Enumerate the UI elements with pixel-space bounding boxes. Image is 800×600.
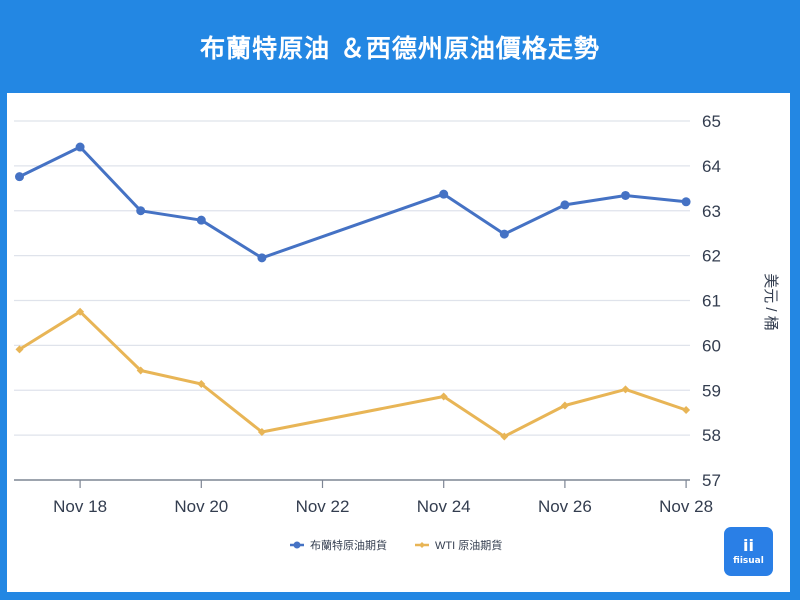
x-tick-label: Nov 28 bbox=[659, 497, 713, 516]
x-tick-label: Nov 20 bbox=[174, 497, 228, 516]
chart-header: 布蘭特原油 ＆西德州原油價格走勢 bbox=[0, 0, 800, 93]
data-point[interactable] bbox=[499, 229, 509, 239]
data-point[interactable] bbox=[76, 307, 85, 316]
data-point[interactable] bbox=[15, 172, 24, 182]
gridlines bbox=[14, 120, 690, 436]
data-point[interactable] bbox=[621, 190, 630, 200]
fiisual-logo-icon: ii bbox=[743, 535, 754, 555]
x-axis: Nov 18 Nov 20 Nov 22 Nov 24 Nov 26 Nov 28 bbox=[14, 479, 713, 516]
data-point[interactable] bbox=[136, 366, 145, 375]
fiisual-logo-text: fiisual bbox=[733, 555, 764, 566]
legend-diamond-icon bbox=[419, 542, 425, 548]
data-point[interactable] bbox=[136, 206, 146, 216]
data-point[interactable] bbox=[75, 142, 85, 152]
data-point[interactable] bbox=[560, 200, 570, 210]
series-line bbox=[18, 310, 687, 438]
series-line bbox=[18, 145, 687, 260]
y-tick-label: 58 bbox=[702, 426, 721, 445]
y-tick-label: 65 bbox=[702, 112, 721, 131]
x-tick-label: Nov 26 bbox=[538, 497, 592, 516]
legend-label: WTI 原油期貨 bbox=[435, 538, 502, 552]
y-axis-title: 美元 / 桶 bbox=[762, 273, 779, 331]
data-point[interactable] bbox=[439, 392, 448, 401]
data-point[interactable] bbox=[257, 427, 266, 436]
data-point[interactable] bbox=[621, 385, 630, 394]
data-point[interactable] bbox=[196, 215, 206, 225]
y-tick-label: 57 bbox=[702, 471, 721, 490]
data-point[interactable] bbox=[682, 405, 691, 414]
data-series bbox=[15, 142, 691, 441]
y-axis-ticks: 57 58 59 60 61 62 63 64 65 bbox=[702, 112, 721, 490]
chart-legend[interactable]: 布蘭特原油期貨 WTI 原油期貨 bbox=[290, 538, 502, 552]
data-point[interactable] bbox=[681, 197, 691, 207]
legend-item-wti[interactable]: WTI 原油期貨 bbox=[415, 538, 502, 552]
legend-label: 布蘭特原油期貨 bbox=[310, 538, 387, 552]
data-point[interactable] bbox=[197, 379, 206, 388]
data-point[interactable] bbox=[257, 253, 267, 263]
series-wti bbox=[15, 307, 691, 441]
fiisual-logo-badge[interactable]: ii fiisual bbox=[724, 527, 773, 576]
x-tick-label: Nov 22 bbox=[296, 497, 350, 516]
chart-card: 57 58 59 60 61 62 63 64 65 Nov 18 Nov 20 Nov 22 Nov… bbox=[7, 93, 790, 592]
y-tick-label: 61 bbox=[702, 292, 721, 311]
series-brent bbox=[15, 142, 691, 263]
data-point[interactable] bbox=[500, 432, 509, 441]
x-tick-label: Nov 18 bbox=[53, 497, 107, 516]
y-tick-label: 59 bbox=[702, 381, 721, 400]
data-point[interactable] bbox=[439, 189, 449, 199]
legend-circle-icon bbox=[293, 541, 301, 549]
y-tick-label: 60 bbox=[702, 336, 721, 355]
x-tick-label: Nov 24 bbox=[417, 497, 471, 516]
data-point[interactable] bbox=[560, 401, 569, 410]
y-tick-label: 64 bbox=[702, 157, 721, 176]
data-point[interactable] bbox=[15, 345, 24, 354]
chart-title: 布蘭特原油 ＆西德州原油價格走勢 bbox=[200, 33, 600, 63]
legend-item-brent[interactable]: 布蘭特原油期貨 bbox=[290, 538, 387, 552]
y-tick-label: 62 bbox=[702, 247, 721, 266]
y-tick-label: 63 bbox=[702, 202, 721, 221]
